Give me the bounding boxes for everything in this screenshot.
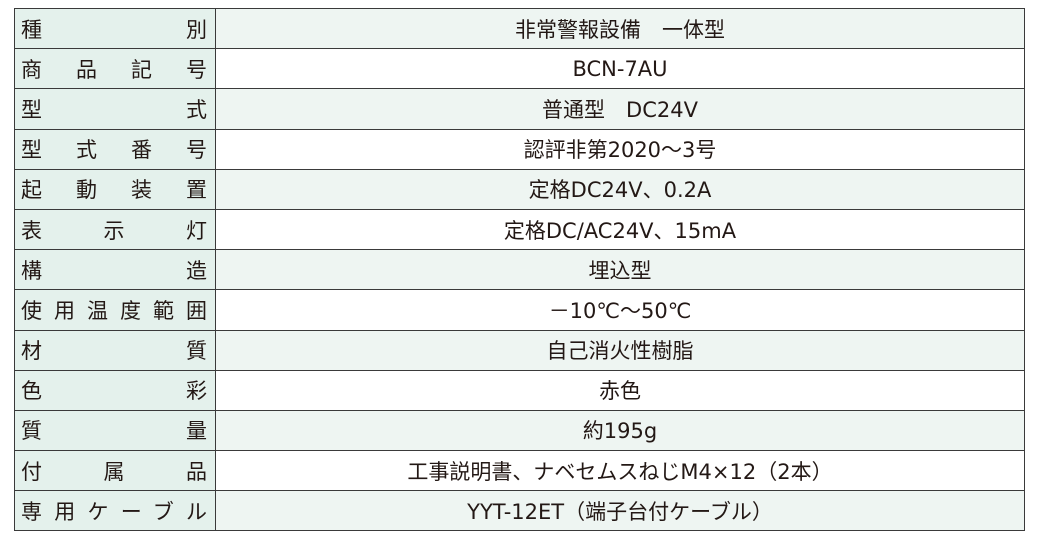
table-row: 起動装置 定格DC24V、0.2A: [14, 168, 1025, 210]
row-label: 質量: [14, 409, 216, 452]
table-row: 表示灯 定格DC/AC24V、15mA: [14, 208, 1025, 251]
row-label: 構造: [14, 249, 216, 291]
row-value: －10℃～50℃: [215, 289, 1025, 331]
row-label: 表示灯: [14, 208, 216, 251]
row-label: 型式番号: [14, 128, 216, 170]
row-value: BCN-7AU: [215, 48, 1025, 90]
row-label: 材質: [14, 329, 216, 371]
row-value: YYT-12ET（端子台付ケーブル）: [215, 490, 1025, 532]
row-label: 使用温度範囲: [14, 289, 216, 331]
row-value: 認評非第2020～3号: [215, 128, 1025, 170]
row-value: 埋込型: [215, 249, 1025, 291]
row-label: 専用ケーブル: [14, 490, 216, 532]
row-value: 工事説明書、ナベセムスねじM4×12（2本）: [215, 450, 1025, 492]
table-row: 材質 自己消火性樹脂: [14, 329, 1025, 371]
row-label: 商品記号: [14, 48, 216, 90]
row-value: 赤色: [215, 369, 1025, 411]
table-row: 使用温度範囲 －10℃～50℃: [14, 289, 1025, 331]
row-label: 付属品: [14, 450, 216, 492]
row-value: 定格DC24V、0.2A: [215, 168, 1025, 210]
table-row: 質量 約195g: [14, 409, 1025, 452]
table-row: 専用ケーブル YYT-12ET（端子台付ケーブル）: [14, 490, 1025, 532]
row-value: 定格DC/AC24V、15mA: [215, 208, 1025, 251]
spec-table: 種別 非常警報設備 一体型 商品記号 BCN-7AU 型式 普通型 DC24V 型式番号 認評…: [14, 7, 1025, 532]
table-row: 商品記号 BCN-7AU: [14, 48, 1025, 90]
row-value: 自己消火性樹脂: [215, 329, 1025, 371]
table-row: 付属品 工事説明書、ナベセムスねじM4×12（2本）: [14, 450, 1025, 492]
table-row: 型式 普通型 DC24V: [14, 88, 1025, 130]
table-row: 構造 埋込型: [14, 249, 1025, 291]
row-label: 色彩: [14, 369, 216, 411]
table-row: 色彩 赤色: [14, 369, 1025, 411]
row-value: 普通型 DC24V: [215, 88, 1025, 130]
table-row: 型式番号 認評非第2020～3号: [14, 128, 1025, 170]
row-value: 約195g: [215, 409, 1025, 452]
row-label: 起動装置: [14, 168, 216, 210]
row-label: 種別: [14, 7, 216, 50]
row-value: 非常警報設備 一体型: [215, 7, 1025, 50]
table-row: 種別 非常警報設備 一体型: [14, 7, 1025, 50]
row-label: 型式: [14, 88, 216, 130]
